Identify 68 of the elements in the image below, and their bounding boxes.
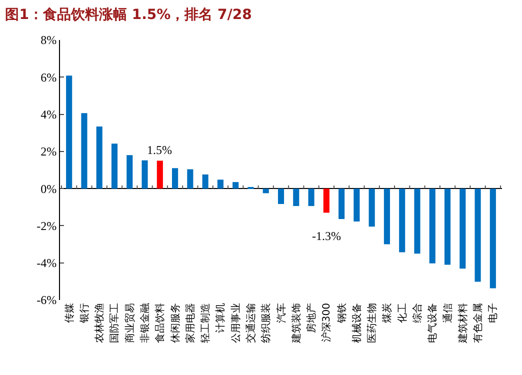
bar	[368, 188, 375, 227]
y-tick-label: -6%	[36, 293, 57, 308]
bar	[338, 188, 345, 220]
x-tick-label: 公用事业	[230, 303, 242, 343]
bar	[444, 188, 451, 265]
x-tick-label: 机械设备	[350, 303, 363, 343]
y-tick-label: -2%	[36, 218, 57, 233]
y-tick-label: 0%	[40, 182, 57, 196]
x-tick-label: 银行	[79, 303, 90, 324]
y-tick-label: 4%	[40, 107, 57, 122]
x-tick-label: 传媒	[64, 303, 76, 323]
bar	[490, 188, 496, 288]
bar	[202, 174, 208, 189]
bar	[66, 76, 72, 189]
bar	[399, 188, 406, 252]
bar	[308, 188, 314, 206]
x-tick-label: 交通运输	[244, 303, 257, 343]
data-label: -1.3%	[312, 229, 341, 243]
bar	[293, 188, 300, 206]
bar	[187, 169, 194, 189]
x-tick-label: 综合	[411, 303, 424, 323]
x-tick-label: 休闲服务	[169, 303, 182, 343]
bar	[172, 168, 178, 189]
bar	[142, 160, 148, 189]
bar	[111, 144, 118, 189]
bar	[96, 126, 102, 189]
x-tick-label: 化工	[396, 303, 408, 323]
x-tick-label: 纺织服装	[260, 303, 272, 343]
bar	[460, 188, 466, 269]
y-tick-label: -4%	[36, 256, 57, 270]
bar	[126, 155, 133, 189]
bar	[262, 188, 269, 194]
x-tick-label: 电子	[487, 303, 500, 323]
x-tick-label: 建筑材料	[456, 303, 469, 344]
x-tick-label: 钢铁	[336, 303, 348, 324]
bar	[232, 182, 239, 189]
bar	[278, 188, 284, 204]
bar	[156, 160, 163, 189]
bar	[474, 188, 481, 282]
y-tick-label: 2%	[40, 144, 57, 159]
data-label: 1.5%	[147, 143, 172, 157]
x-tick-label: 房地产	[306, 303, 318, 333]
x-tick-label: 医药生物	[366, 303, 378, 343]
bar	[323, 188, 330, 213]
x-tick-label: 农林牧渔	[94, 303, 106, 343]
x-tick-label: 煤炭	[381, 303, 394, 323]
x-tick-label: 沪深300	[320, 303, 333, 342]
x-tick-label: 国防军工	[108, 303, 121, 343]
x-tick-label: 汽车	[275, 303, 288, 323]
y-tick-label: 8%	[40, 33, 57, 48]
y-tick-label: 6%	[40, 70, 57, 84]
bar	[429, 188, 436, 264]
bar	[384, 188, 390, 244]
x-tick-label: 通信	[442, 303, 454, 323]
x-tick-label: 电气设备	[426, 303, 439, 343]
x-tick-label: 轻工制造	[200, 303, 212, 343]
x-tick-label: 有色金属	[472, 303, 484, 343]
x-tick-label: 商业贸易	[124, 303, 136, 343]
bar	[81, 113, 88, 189]
x-tick-label: 计算机	[214, 303, 227, 333]
x-tick-label: 建筑装饰	[290, 303, 302, 344]
x-tick-label: 非银金融	[139, 303, 152, 343]
bar	[414, 188, 420, 254]
bar	[354, 188, 360, 222]
x-tick-label: 家用电器	[184, 303, 196, 343]
bar	[217, 180, 224, 189]
x-tick-label: 食品饮料	[154, 303, 166, 343]
chart-title: 图1：食品饮料涨幅 1.5%，排名 7/28	[5, 7, 252, 24]
